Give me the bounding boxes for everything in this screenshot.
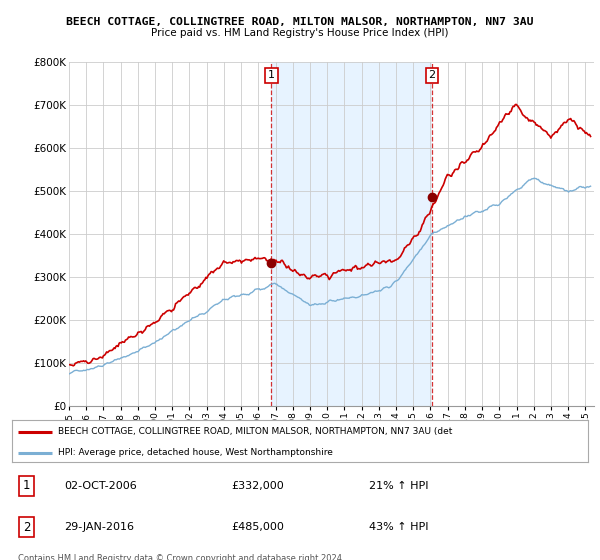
Text: 02-OCT-2006: 02-OCT-2006 xyxy=(64,480,137,491)
Text: Price paid vs. HM Land Registry's House Price Index (HPI): Price paid vs. HM Land Registry's House … xyxy=(151,28,449,38)
Text: HPI: Average price, detached house, West Northamptonshire: HPI: Average price, detached house, West… xyxy=(58,448,333,458)
Text: £485,000: £485,000 xyxy=(231,522,284,533)
Text: BEECH COTTAGE, COLLINGTREE ROAD, MILTON MALSOR, NORTHAMPTON, NN7 3AU (det: BEECH COTTAGE, COLLINGTREE ROAD, MILTON … xyxy=(58,427,452,436)
Text: BEECH COTTAGE, COLLINGTREE ROAD, MILTON MALSOR, NORTHAMPTON, NN7 3AU: BEECH COTTAGE, COLLINGTREE ROAD, MILTON … xyxy=(66,17,534,27)
Text: 1: 1 xyxy=(23,479,30,492)
Text: £332,000: £332,000 xyxy=(231,480,284,491)
Text: 43% ↑ HPI: 43% ↑ HPI xyxy=(369,522,428,533)
Text: 29-JAN-2016: 29-JAN-2016 xyxy=(64,522,134,533)
Text: 2: 2 xyxy=(23,521,30,534)
Text: Contains HM Land Registry data © Crown copyright and database right 2024.
This d: Contains HM Land Registry data © Crown c… xyxy=(18,554,344,560)
Text: 1: 1 xyxy=(268,71,275,81)
Text: 21% ↑ HPI: 21% ↑ HPI xyxy=(369,480,428,491)
Text: 2: 2 xyxy=(428,71,436,81)
Bar xyxy=(271,62,432,406)
